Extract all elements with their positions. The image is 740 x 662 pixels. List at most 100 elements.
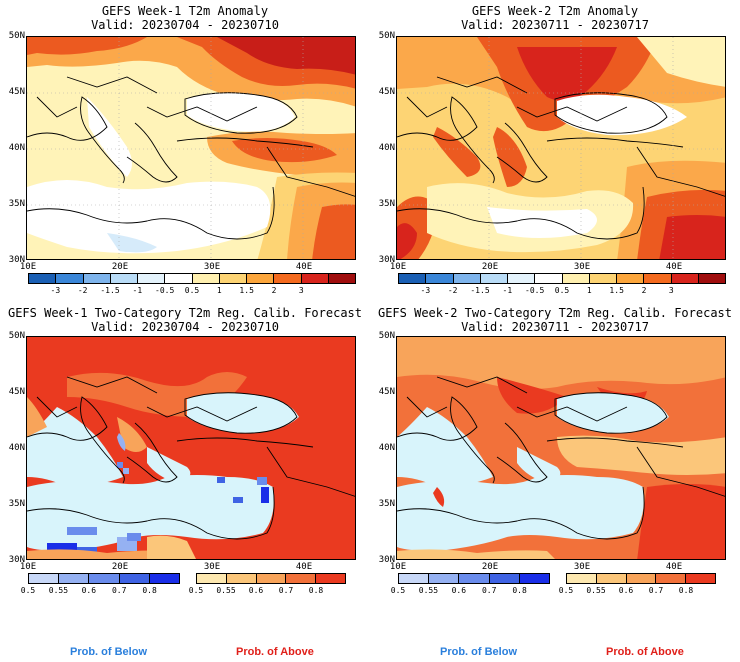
colorbar-swatch (59, 574, 90, 583)
colorbar-tick-label: -0.5 (525, 286, 545, 295)
colorbar-swatch (644, 274, 672, 283)
above-colorbar (566, 573, 716, 584)
colorbar-swatch (192, 274, 220, 283)
colorbar-swatch (274, 274, 302, 283)
colorbar-swatch (671, 274, 699, 283)
colorbar-swatch (316, 574, 345, 583)
colorbar-swatch (165, 274, 193, 283)
colorbar-tick-label: 0.55 (48, 586, 69, 595)
lat-label: 30N (378, 555, 395, 565)
lat-label: 50N (8, 331, 25, 341)
colorbar-swatch (429, 574, 460, 583)
colorbar-tick-label: 0.5 (558, 586, 574, 595)
lat-label: 35N (378, 199, 395, 209)
anomaly-map (396, 36, 726, 260)
colorbar-tick-label: 1.5 (239, 286, 254, 295)
colorbar-swatch (596, 574, 627, 583)
lon-label: 20E (111, 262, 129, 272)
colorbar-swatch (567, 574, 597, 583)
prob-below-label: Prob. of Below (70, 646, 147, 658)
colorbar-tick-label: 0.7 (481, 586, 497, 595)
panel-valid-dates: Valid: 20230711 - 20230717 (461, 320, 649, 334)
lon-label: 10E (389, 262, 407, 272)
panel-title: GEFS Week-1 T2m Anomaly (101, 4, 269, 18)
colorbar-swatch (247, 274, 275, 283)
lat-label: 45N (8, 387, 25, 397)
colorbar-swatch (89, 574, 120, 583)
colorbar-tick-label: 3 (298, 286, 304, 295)
colorbar-swatch (286, 574, 317, 583)
colorbar-tick-label: 0.7 (648, 586, 664, 595)
anomaly-colorbar (28, 273, 356, 284)
panel-title: GEFS Week-1 Two-Category T2m Reg. Calib.… (7, 306, 362, 320)
anomaly-colorbar (398, 273, 726, 284)
colorbar-tick-label: -1.5 (470, 286, 490, 295)
colorbar-tick-label: 2 (271, 286, 277, 295)
colorbar-swatch (453, 274, 481, 283)
lon-label: 10E (19, 262, 37, 272)
below-colorbar (28, 573, 180, 584)
colorbar-swatch (617, 274, 645, 283)
anomaly-map (26, 36, 356, 260)
lat-label: 35N (378, 499, 395, 509)
lon-label: 10E (389, 562, 407, 572)
panel-valid-dates: Valid: 20230704 - 20230710 (91, 320, 279, 334)
colorbar-swatch (519, 574, 550, 583)
lon-label: 30E (573, 262, 591, 272)
colorbar-swatch (110, 274, 138, 283)
probability-map (396, 336, 726, 560)
colorbar-tick-label: -3 (50, 286, 61, 295)
colorbar-tick-label: 0.8 (512, 586, 527, 595)
colorbar-tick-label: 0.5 (20, 586, 36, 595)
prob-above-label: Prob. of Above (236, 646, 314, 658)
colorbar-tick-label: 0.5 (184, 286, 200, 295)
colorbar-swatch (698, 274, 725, 283)
colorbar-swatch (226, 574, 257, 583)
colorbar-swatch (589, 274, 617, 283)
colorbar-swatch (686, 574, 715, 583)
lat-label: 50N (8, 31, 25, 41)
colorbar-swatch (197, 574, 227, 583)
panel-title: GEFS Week-2 Two-Category T2m Reg. Calib.… (377, 306, 732, 320)
colorbar-tick-label: -1 (502, 286, 513, 295)
colorbar-tick-label: 0.5 (554, 286, 570, 295)
colorbar-swatch (83, 274, 111, 283)
week2-anomaly-panel: GEFS Week-2 T2m Anomaly Valid: 20230711 … (370, 0, 740, 300)
lat-label: 45N (378, 387, 395, 397)
lat-label: 50N (378, 31, 395, 41)
colorbar-tick-label: 1.5 (609, 286, 624, 295)
colorbar-swatch (426, 274, 454, 283)
colorbar-tick-label: 0.6 (618, 586, 634, 595)
colorbar-tick-label: 0.55 (586, 586, 606, 595)
week2-probability-panel: GEFS Week-2 Two-Category T2m Reg. Calib.… (370, 300, 740, 600)
colorbar-tick-label: -3 (420, 286, 431, 295)
colorbar-swatch (119, 574, 150, 583)
colorbar-tick-label: 3 (668, 286, 674, 295)
probability-map (26, 336, 356, 560)
colorbar-swatch (562, 274, 590, 283)
panel-title: GEFS Week-2 T2m Anomaly (471, 4, 639, 18)
lon-label: 20E (111, 562, 129, 572)
colorbar-swatch (138, 274, 166, 283)
lon-label: 30E (573, 562, 591, 572)
colorbar-swatch (149, 574, 180, 583)
lat-label: 30N (8, 255, 25, 265)
colorbar-tick-label: 1 (216, 286, 222, 295)
week1-probability-panel: GEFS Week-1 Two-Category T2m Reg. Calib.… (0, 300, 370, 600)
colorbar-tick-label: 0.6 (248, 586, 264, 595)
colorbar-tick-label: 0.6 (81, 586, 97, 595)
lon-label: 20E (481, 262, 499, 272)
lon-label: 40E (295, 262, 313, 272)
panel-valid-dates: Valid: 20230711 - 20230717 (461, 18, 649, 32)
colorbar-tick-label: 0.7 (278, 586, 294, 595)
below-colorbar (398, 573, 550, 584)
colorbar-swatch (256, 574, 287, 583)
prob-above-label: Prob. of Above (606, 646, 684, 658)
lon-label: 40E (665, 262, 683, 272)
colorbar-tick-label: 0.5 (188, 586, 204, 595)
colorbar-swatch (626, 574, 657, 583)
colorbar-tick-label: -2 (447, 286, 458, 295)
lon-label: 20E (481, 562, 499, 572)
lat-label: 45N (378, 87, 395, 97)
colorbar-tick-label: 0.8 (678, 586, 694, 595)
